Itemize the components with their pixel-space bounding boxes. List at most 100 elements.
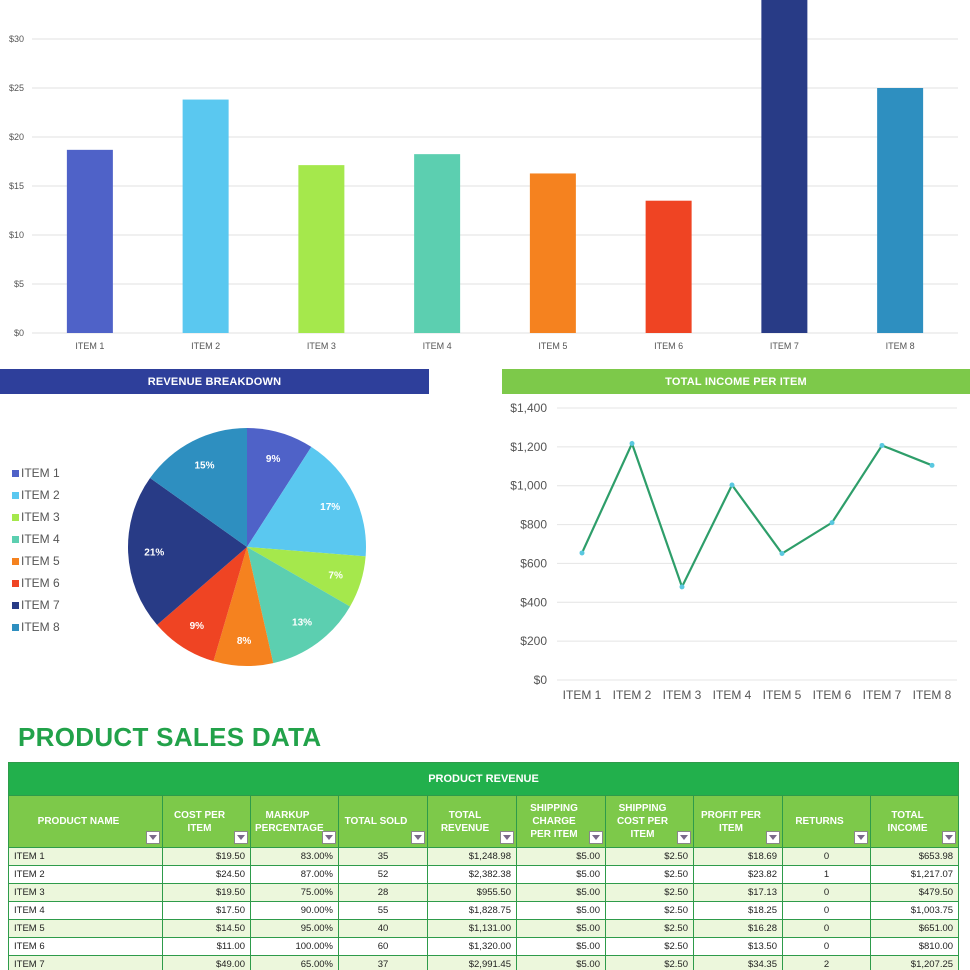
pie-slice-label: 13% [292, 618, 312, 629]
table-cell[interactable]: 52 [338, 865, 428, 884]
table-cell[interactable]: $1,207.25 [869, 955, 960, 970]
table-cell[interactable]: $49.00 [162, 955, 251, 970]
table-cell[interactable]: $1,248.98 [427, 847, 517, 866]
table-cell[interactable]: $17.50 [162, 901, 251, 920]
y-tick-label: $15 [9, 181, 24, 191]
table-cell[interactable]: $5.00 [516, 847, 606, 866]
column-header: MARKUP PERCENTAGE [250, 795, 339, 848]
filter-dropdown-icon[interactable] [411, 831, 425, 844]
table-cell[interactable]: $5.00 [516, 865, 606, 884]
table-cell[interactable]: $18.25 [693, 901, 783, 920]
legend-label: ITEM 3 [21, 510, 60, 524]
table-cell[interactable]: ITEM 6 [8, 937, 163, 956]
filter-dropdown-icon[interactable] [677, 831, 691, 844]
table-cell[interactable]: $2,382.38 [427, 865, 517, 884]
table-cell[interactable]: 0 [782, 919, 871, 938]
table-cell[interactable]: 0 [782, 937, 871, 956]
table-cell[interactable]: ITEM 4 [8, 901, 163, 920]
table-cell[interactable]: $11.00 [162, 937, 251, 956]
table-cell[interactable]: $17.13 [693, 883, 783, 902]
column-header-label: RETURNS [795, 816, 844, 827]
table-cell[interactable]: $1,217.07 [869, 865, 960, 884]
table-cell[interactable]: $1,131.00 [427, 919, 517, 938]
table-cell[interactable]: 55 [338, 901, 428, 920]
table-cell[interactable]: $2.50 [605, 955, 694, 970]
y-tick-label: $600 [520, 556, 547, 570]
table-cell[interactable]: $5.00 [516, 883, 606, 902]
table-cell[interactable]: $653.98 [869, 847, 960, 866]
table-cell[interactable]: $14.50 [162, 919, 251, 938]
table-cell[interactable]: ITEM 3 [8, 883, 163, 902]
table-cell[interactable]: 75.00% [250, 883, 339, 902]
filter-dropdown-icon[interactable] [589, 831, 603, 844]
table-cell[interactable]: 0 [782, 883, 871, 902]
table-cell[interactable]: $24.50 [162, 865, 251, 884]
product-sales-table: PRODUCT REVENUE PRODUCT NAME COST PER ITE… [7, 762, 960, 970]
table-cell[interactable]: $2.50 [605, 919, 694, 938]
table-cell[interactable]: 2 [782, 955, 871, 970]
y-tick-label: $0 [14, 328, 24, 338]
filter-dropdown-icon[interactable] [500, 831, 514, 844]
table-cell[interactable]: $1,003.75 [869, 901, 960, 920]
legend-swatch [12, 513, 19, 521]
table-cell[interactable]: $2.50 [605, 937, 694, 956]
bar-1 [66, 149, 113, 333]
filter-dropdown-icon[interactable] [854, 831, 868, 844]
table-cell[interactable]: 0 [782, 847, 871, 866]
table-cell[interactable]: $2.50 [605, 883, 694, 902]
table-cell[interactable]: 100.00% [250, 937, 339, 956]
table-cell[interactable]: 40 [338, 919, 428, 938]
pie-slice-label: 8% [237, 636, 252, 647]
y-tick-label: $0 [534, 673, 548, 687]
table-cell[interactable]: $5.00 [516, 955, 606, 970]
table-cell[interactable]: 0 [782, 901, 871, 920]
table-cell[interactable]: $13.50 [693, 937, 783, 956]
table-cell[interactable]: $479.50 [869, 883, 960, 902]
table-cell[interactable]: $19.50 [162, 883, 251, 902]
table-cell[interactable]: $2,991.45 [427, 955, 517, 970]
filter-dropdown-icon[interactable] [766, 831, 780, 844]
table-cell[interactable]: 87.00% [250, 865, 339, 884]
table-cell[interactable]: ITEM 7 [8, 955, 163, 970]
table-cell[interactable]: $19.50 [162, 847, 251, 866]
table-cell[interactable]: ITEM 1 [8, 847, 163, 866]
table-cell[interactable]: $5.00 [516, 919, 606, 938]
table-cell[interactable]: $23.82 [693, 865, 783, 884]
table-cell[interactable]: $810.00 [869, 937, 960, 956]
table-cell[interactable]: ITEM 2 [8, 865, 163, 884]
legend-swatch [12, 469, 19, 477]
filter-dropdown-icon[interactable] [234, 831, 248, 844]
table-cell[interactable]: 65.00% [250, 955, 339, 970]
filter-dropdown-icon[interactable] [942, 831, 957, 844]
table-cell[interactable]: 90.00% [250, 901, 339, 920]
filter-dropdown-icon[interactable] [322, 831, 336, 844]
table-cell[interactable]: $1,828.75 [427, 901, 517, 920]
table-cell[interactable]: 60 [338, 937, 428, 956]
column-header: TOTAL SOLD [338, 795, 428, 848]
table-cell[interactable]: $5.00 [516, 937, 606, 956]
table-cell[interactable]: $2.50 [605, 847, 694, 866]
table-cell[interactable]: 83.00% [250, 847, 339, 866]
table-cell[interactable]: $955.50 [427, 883, 517, 902]
table-cell[interactable]: $5.00 [516, 901, 606, 920]
table-cell[interactable]: $16.28 [693, 919, 783, 938]
column-header-label: COST PER ITEM [173, 809, 226, 834]
table-cell[interactable]: 95.00% [250, 919, 339, 938]
data-point [629, 441, 635, 447]
table-cell[interactable]: 28 [338, 883, 428, 902]
table-cell[interactable]: $18.69 [693, 847, 783, 866]
x-tick-label: ITEM 7 [770, 341, 799, 351]
table-cell[interactable]: $1,320.00 [427, 937, 517, 956]
table-cell[interactable]: $34.35 [693, 955, 783, 970]
table-cell[interactable]: $2.50 [605, 901, 694, 920]
table-cell[interactable]: 37 [338, 955, 428, 970]
table-cell[interactable]: $2.50 [605, 865, 694, 884]
filter-dropdown-icon[interactable] [146, 831, 160, 844]
table-cell[interactable]: ITEM 5 [8, 919, 163, 938]
y-tick-label: $5 [14, 279, 24, 289]
bar-5 [529, 173, 576, 333]
table-cell[interactable]: $651.00 [869, 919, 960, 938]
column-header: RETURNS [782, 795, 871, 848]
table-cell[interactable]: 1 [782, 865, 871, 884]
table-cell[interactable]: 35 [338, 847, 428, 866]
